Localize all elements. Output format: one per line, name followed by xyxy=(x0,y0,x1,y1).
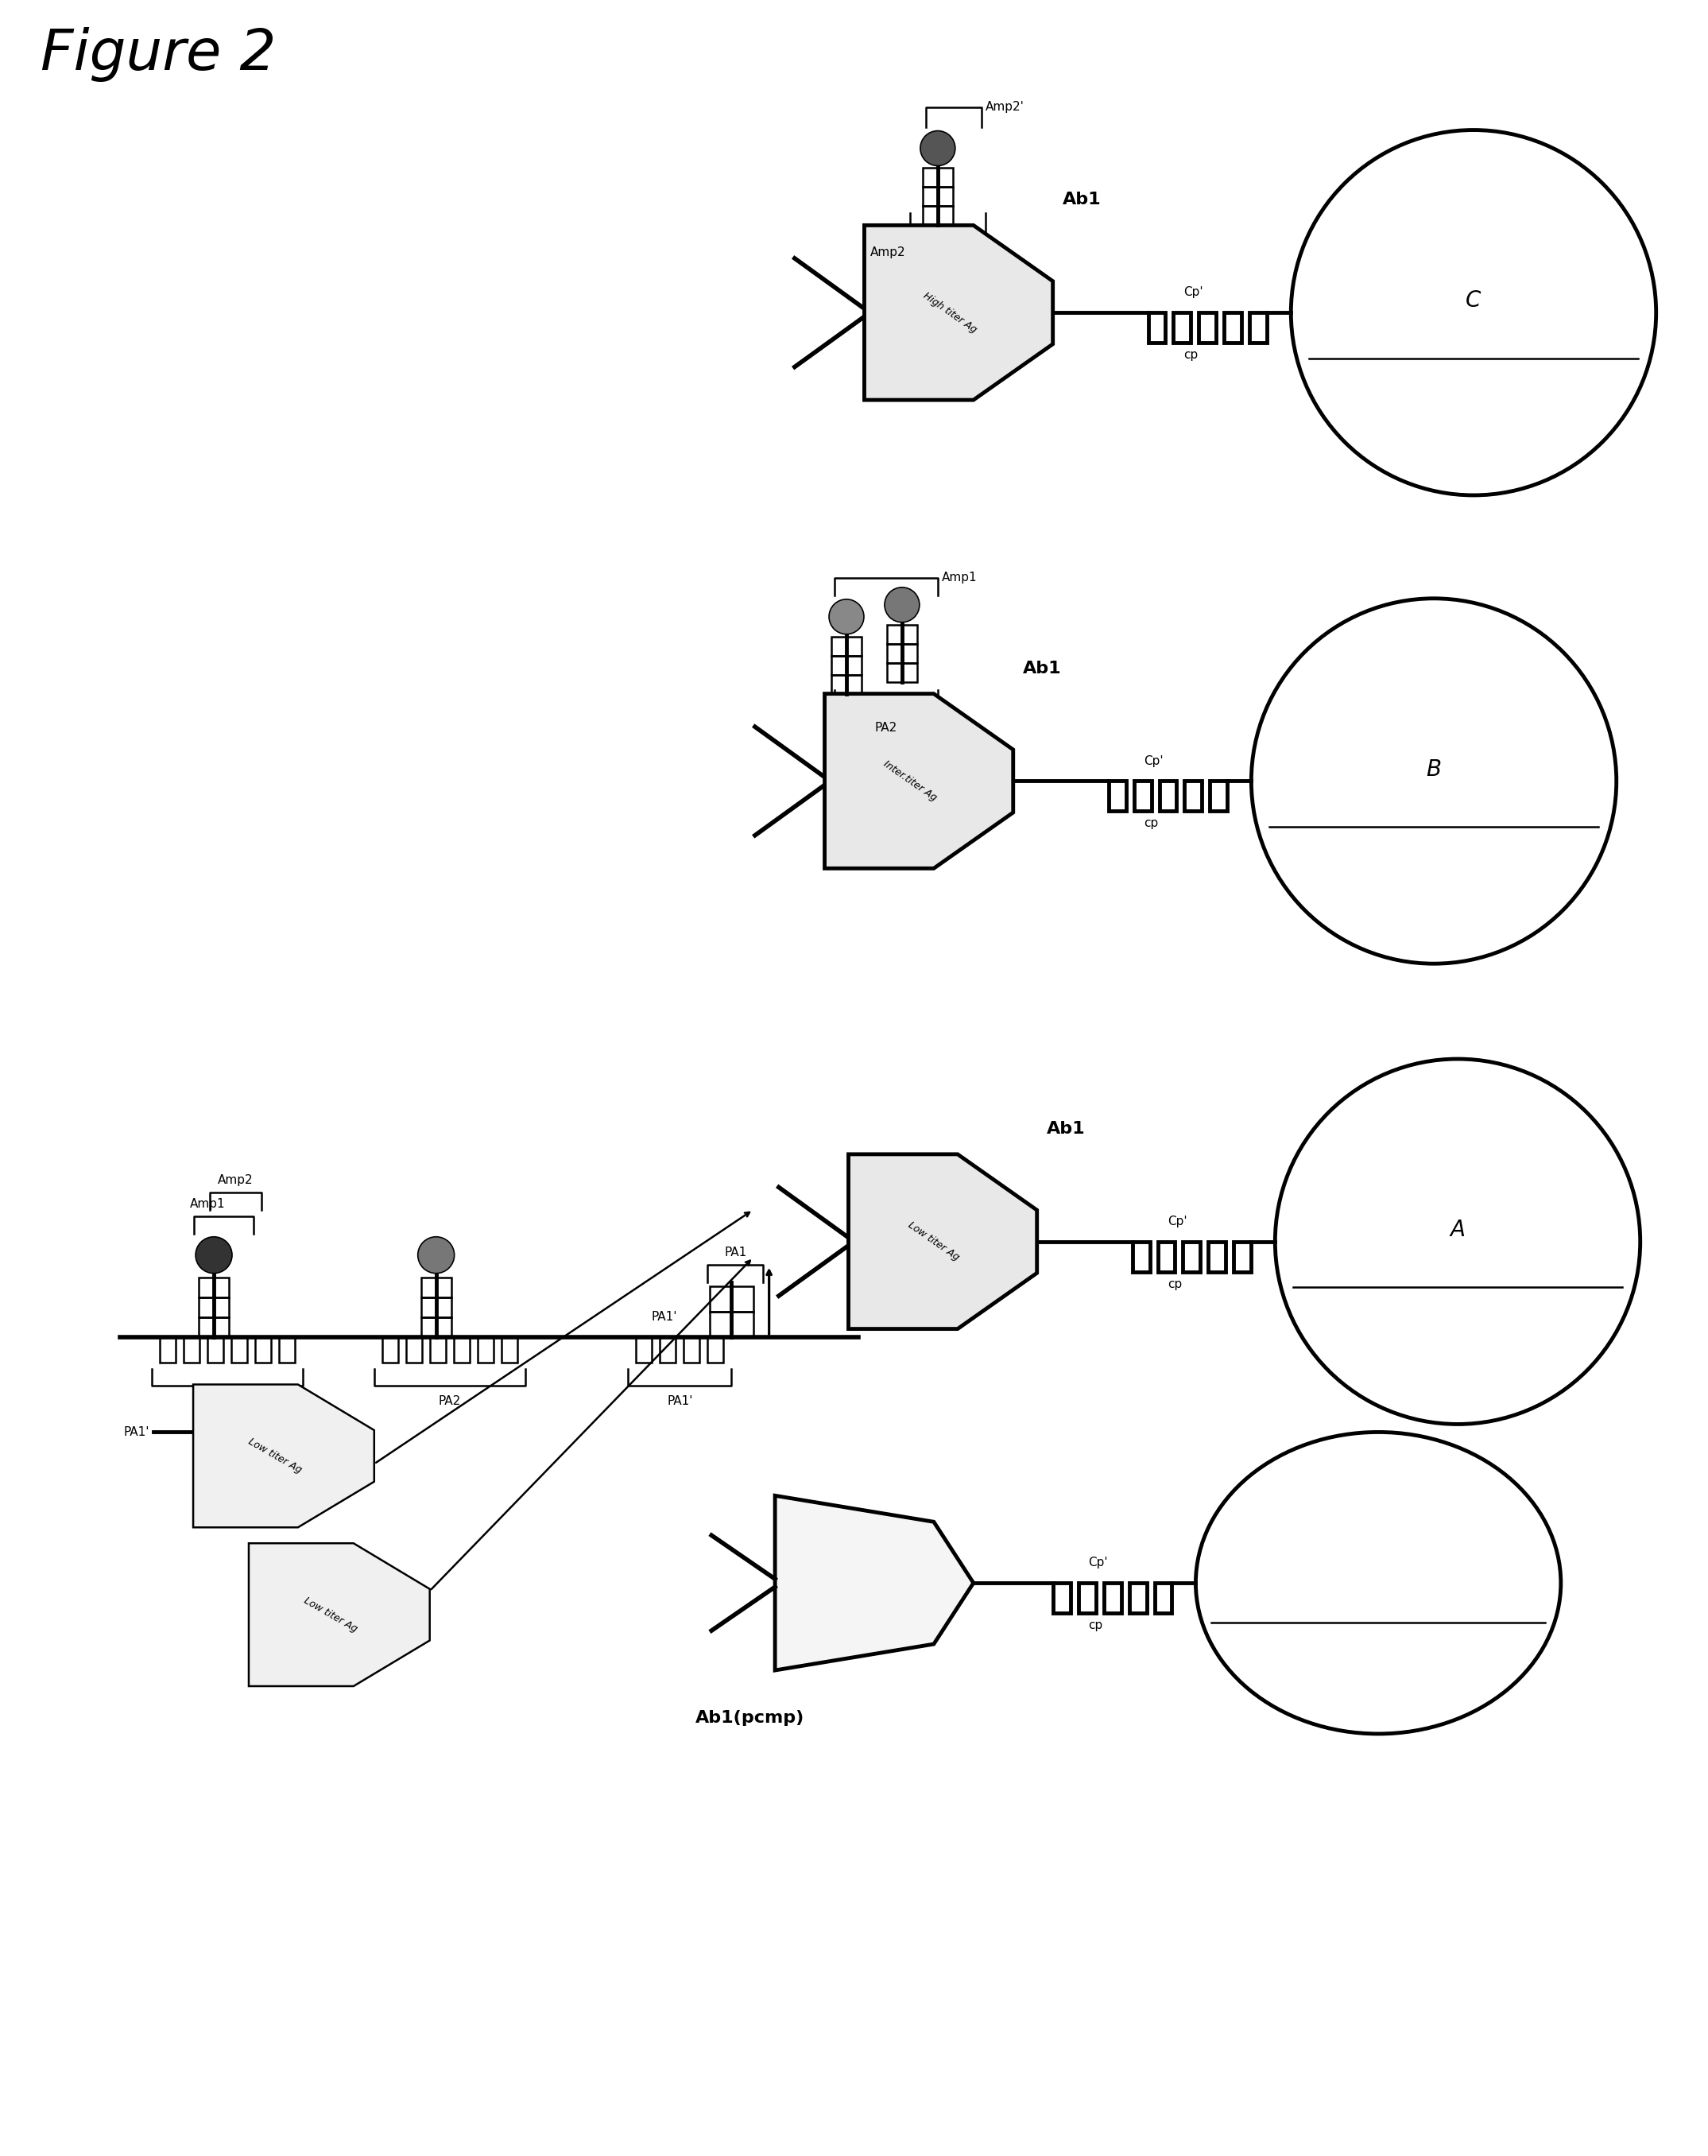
Bar xyxy=(832,655,861,675)
Bar xyxy=(709,1285,753,1311)
Polygon shape xyxy=(193,1384,374,1526)
Text: Low titer Ag: Low titer Ag xyxy=(302,1595,359,1634)
Bar xyxy=(886,662,917,681)
Text: PA2: PA2 xyxy=(217,1395,239,1408)
Bar xyxy=(407,1337,422,1363)
Text: cp: cp xyxy=(1168,1279,1182,1289)
Text: C: C xyxy=(1465,289,1481,313)
Text: PA1': PA1' xyxy=(666,1395,693,1408)
Text: cp: cp xyxy=(1088,1619,1103,1632)
Text: Amp2: Amp2 xyxy=(219,1175,253,1186)
Bar xyxy=(1209,780,1228,811)
Circle shape xyxy=(921,132,955,166)
Bar xyxy=(1173,313,1190,343)
Polygon shape xyxy=(825,694,1013,869)
Bar xyxy=(1108,780,1126,811)
Text: Cp': Cp' xyxy=(1088,1557,1108,1570)
Bar xyxy=(1134,780,1151,811)
Bar xyxy=(198,1276,229,1298)
Text: A: A xyxy=(1450,1218,1465,1240)
Bar xyxy=(1103,1583,1120,1613)
Text: PA1: PA1 xyxy=(724,1246,746,1259)
Bar xyxy=(1233,1242,1252,1272)
Bar xyxy=(1185,780,1202,811)
Polygon shape xyxy=(249,1544,430,1686)
Text: PA2: PA2 xyxy=(439,1395,461,1408)
Text: Ab1: Ab1 xyxy=(1023,660,1062,677)
Text: Amp1: Amp1 xyxy=(941,571,977,584)
Bar xyxy=(198,1298,229,1317)
Bar xyxy=(683,1337,700,1363)
Bar xyxy=(430,1337,446,1363)
Text: Amp1: Amp1 xyxy=(190,1199,225,1210)
Bar xyxy=(500,1337,518,1363)
Bar xyxy=(1155,1583,1172,1613)
Bar xyxy=(383,1337,398,1363)
Bar xyxy=(659,1337,676,1363)
Bar xyxy=(278,1337,295,1363)
Text: Low titer Ag: Low titer Ag xyxy=(907,1220,962,1263)
Bar xyxy=(886,645,917,662)
Text: Cp': Cp' xyxy=(1144,755,1163,768)
Bar xyxy=(254,1337,272,1363)
Bar xyxy=(198,1317,229,1337)
Bar xyxy=(231,1337,248,1363)
Bar xyxy=(1052,1583,1071,1613)
Text: B: B xyxy=(1426,759,1442,780)
Polygon shape xyxy=(864,224,1052,401)
Bar xyxy=(922,188,953,207)
Polygon shape xyxy=(775,1496,974,1671)
Text: High titer Ag: High titer Ag xyxy=(921,291,979,334)
Circle shape xyxy=(828,599,864,634)
Bar xyxy=(477,1337,494,1363)
Bar xyxy=(707,1337,724,1363)
Bar xyxy=(207,1337,224,1363)
Bar xyxy=(161,1337,176,1363)
Bar xyxy=(886,625,917,645)
Text: Cp': Cp' xyxy=(1168,1216,1187,1227)
Bar xyxy=(922,207,953,224)
Bar xyxy=(1209,1242,1226,1272)
Text: Ab1(pcmp): Ab1(pcmp) xyxy=(695,1710,804,1727)
Bar xyxy=(1129,1583,1146,1613)
Circle shape xyxy=(196,1238,232,1274)
Text: Inter.titer Ag: Inter.titer Ag xyxy=(881,759,939,804)
Bar xyxy=(922,168,953,188)
Bar xyxy=(420,1298,451,1317)
Bar xyxy=(635,1337,652,1363)
Text: Ab1: Ab1 xyxy=(1062,192,1102,207)
Bar xyxy=(420,1317,451,1337)
Bar xyxy=(709,1311,753,1337)
Text: Cp': Cp' xyxy=(1184,287,1204,298)
Circle shape xyxy=(885,586,919,623)
Bar xyxy=(832,636,861,655)
Bar xyxy=(1250,313,1267,343)
Text: Amp2': Amp2' xyxy=(986,101,1025,112)
Text: PA1': PA1' xyxy=(651,1311,676,1322)
Bar xyxy=(832,675,861,694)
Bar xyxy=(454,1337,470,1363)
Text: PA2: PA2 xyxy=(874,722,897,733)
Bar xyxy=(420,1276,451,1298)
Bar xyxy=(1158,1242,1175,1272)
Bar xyxy=(184,1337,200,1363)
Polygon shape xyxy=(849,1153,1037,1328)
Text: Ab1: Ab1 xyxy=(1047,1121,1086,1136)
Text: cp: cp xyxy=(1184,349,1199,360)
Bar xyxy=(1160,780,1177,811)
Text: Figure 2: Figure 2 xyxy=(41,26,277,82)
Text: cp: cp xyxy=(1144,817,1158,830)
Bar xyxy=(1078,1583,1097,1613)
Bar xyxy=(1199,313,1216,343)
Bar xyxy=(1225,313,1242,343)
Bar xyxy=(1184,1242,1201,1272)
Bar xyxy=(1148,313,1165,343)
Text: PA1': PA1' xyxy=(123,1425,150,1438)
Circle shape xyxy=(418,1238,454,1274)
Bar xyxy=(1132,1242,1149,1272)
Text: Low titer Ag: Low titer Ag xyxy=(246,1436,304,1475)
Text: Amp2: Amp2 xyxy=(871,246,905,259)
